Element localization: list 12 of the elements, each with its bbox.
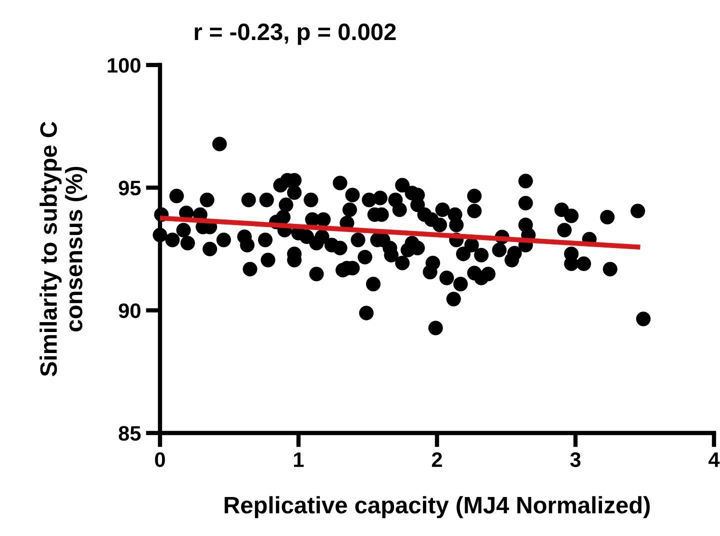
y-tick-label: 100 [108,58,140,73]
x-tick-label: 0 [155,452,165,468]
x-axis-title: Replicative capacity (MJ4 Normalized) [224,496,650,518]
x-tick-label: 3 [570,452,581,468]
y-tick-label: 90 [118,303,140,318]
y-tick-label: 95 [118,180,141,196]
x-tick-label: 1 [294,452,304,467]
y-tick-label: 85 [118,426,141,441]
x-tick-label: 4 [708,452,720,467]
x-tick-label: 2 [432,452,442,467]
chart-title: r = -0.23, p = 0.002 [194,24,396,45]
y-axis-title: Similarity to subtype C consensus (%) [40,122,88,376]
